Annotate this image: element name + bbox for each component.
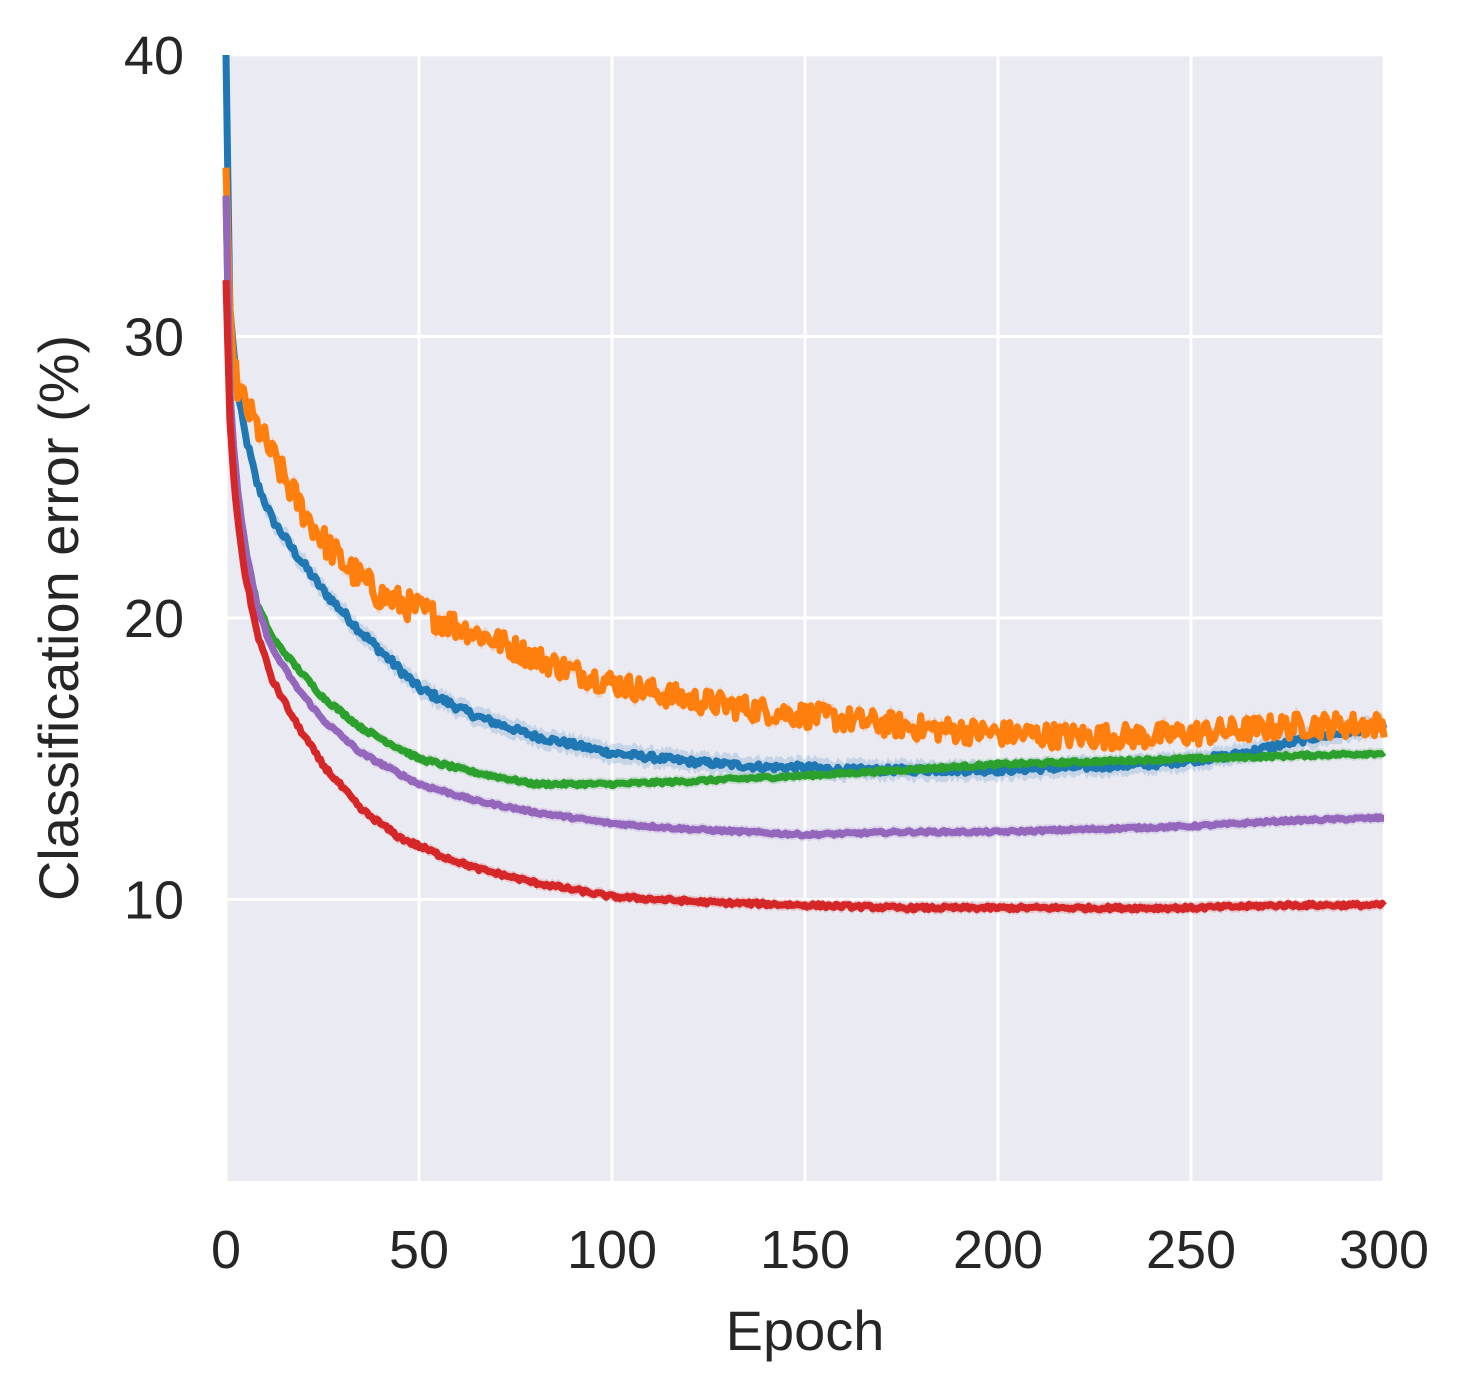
line-orange — [222, 167, 1388, 753]
x-tick-label: 150 — [760, 1220, 850, 1280]
y-tick-label: 30 — [124, 308, 184, 368]
x-tick-label: 200 — [953, 1220, 1043, 1280]
y-tick-label: 10 — [124, 871, 184, 931]
y-tick-label: 20 — [124, 589, 184, 649]
y-tick-label: 40 — [124, 26, 184, 86]
x-tick-label: 100 — [567, 1220, 657, 1280]
x-tick-label: 50 — [389, 1220, 449, 1280]
grid-lines — [224, 53, 1386, 1181]
x-tick-label: 0 — [211, 1220, 241, 1280]
line-red — [222, 280, 1387, 914]
y-axis-label: Classification error (%) — [27, 335, 90, 901]
x-tick-label: 300 — [1339, 1220, 1429, 1280]
x-axis-label: Epoch — [726, 1299, 885, 1362]
line-green — [222, 195, 1387, 790]
x-tick-label: 250 — [1146, 1220, 1236, 1280]
series-lines — [222, 54, 1388, 914]
line-purple — [222, 195, 1386, 840]
tick-labels: 0 50 100 150 200 250 300 10 20 30 40 — [124, 26, 1429, 1280]
